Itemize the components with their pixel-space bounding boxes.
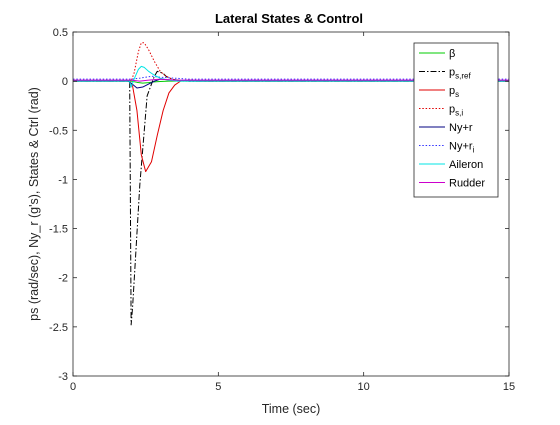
series-line-8-rudder [73, 78, 509, 82]
legend-label-8: Rudder [449, 178, 485, 190]
legend-box [413, 42, 499, 198]
legend-label-7: Aileron [449, 159, 483, 171]
y-tick-label: -2.5 [49, 322, 68, 334]
y-tick-label: 0 [62, 76, 68, 88]
chart-title: Lateral States & Control [215, 11, 363, 26]
series-layer [73, 42, 509, 326]
legend-label-6: Ny+ri [449, 141, 475, 155]
x-tick-label: 10 [358, 381, 370, 393]
tick-layer: 0 5 10 15 -3 -2.5 -2 -1.5 -1 -0.5 0 0.5 [49, 27, 515, 393]
axes-box [72, 31, 510, 377]
y-tick-label: -1 [58, 174, 68, 186]
y-tick-label: -0.5 [49, 125, 68, 137]
y-tick-label: -3 [58, 371, 68, 383]
y-tick-label: 0.5 [53, 27, 68, 39]
series-line-6-ny-r-i [73, 75, 509, 80]
series-line-4-p-s-i [73, 42, 509, 82]
x-tick-label: 0 [70, 381, 76, 393]
x-tick-label: 15 [503, 381, 515, 393]
x-axis-label: Time (sec) [262, 402, 321, 416]
legend-label-5: Ny+r [449, 122, 473, 134]
legend-label-3: ps [449, 85, 459, 99]
x-tick-label: 5 [215, 381, 221, 393]
y-tick-label: -1.5 [49, 224, 68, 236]
legend-label-1: β [449, 48, 455, 60]
y-tick-label: -2 [58, 273, 68, 285]
y-axis-label: ps (rad/sec), Ny_r (g's), States & Ctrl … [27, 87, 41, 321]
